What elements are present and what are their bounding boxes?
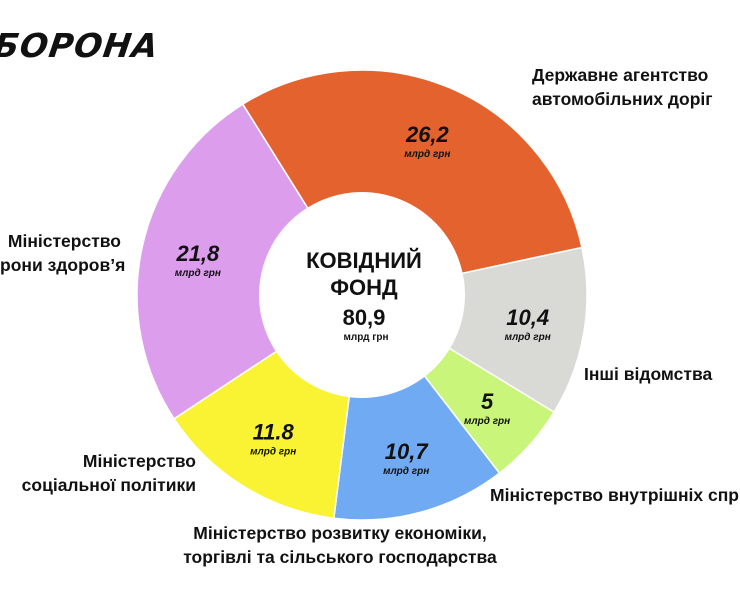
legend-label-social: Міністерство соціальної політики <box>21 451 196 495</box>
legend-label-economy: Міністерство розвитку економіки, торгівл… <box>183 523 497 567</box>
legend-label-other: Інші відомства <box>584 364 713 384</box>
slice-value-label-2: 5 <box>481 389 494 414</box>
donut-hole <box>259 192 465 398</box>
slice-value-label-1: 10,4 <box>506 305 549 330</box>
slice-unit-label-3: млрд грн <box>383 466 429 477</box>
center-total: 80,9 <box>343 305 386 330</box>
slice-unit-label-5: млрд грн <box>175 268 221 279</box>
slice-unit-label-1: млрд грн <box>505 332 551 343</box>
slice-value-label-4: 11.8 <box>253 420 295 445</box>
slice-value-label-5: 21,8 <box>175 241 220 266</box>
slice-unit-label-4: млрд грн <box>250 447 296 458</box>
slice-value-label-0: 26,2 <box>405 122 450 147</box>
slice-5 <box>136 103 364 420</box>
legend-label-health: Міністерство рони здоров’я <box>0 231 126 275</box>
legend-label-roads: Державне агентство автомобільних доріг <box>532 65 713 109</box>
center-title-line1: КОВІДНИЙ <box>306 248 422 273</box>
slice-value-label-3: 10,7 <box>385 439 430 464</box>
slice-unit-label-2: млрд грн <box>464 416 510 427</box>
center-unit: млрд грн <box>343 332 388 343</box>
slice-unit-label-0: млрд грн <box>404 149 450 160</box>
center-title-line2: ФОНД <box>330 275 398 300</box>
legend-label-interior: Міністерство внутрішніх спр <box>490 485 739 505</box>
